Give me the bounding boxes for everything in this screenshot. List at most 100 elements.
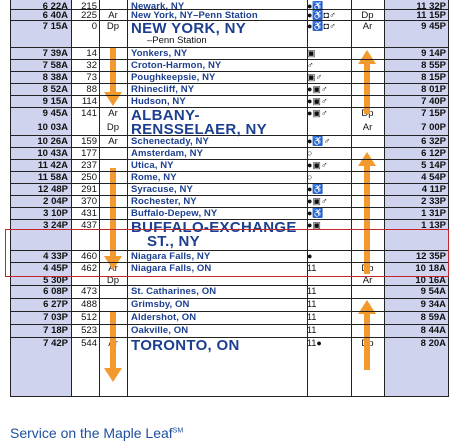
time-left-cell: 6 27P bbox=[43, 299, 68, 310]
time-left-cell: 11 42A bbox=[37, 160, 68, 171]
station-cell: Newark, NY bbox=[131, 1, 185, 12]
mile-cell: 488 bbox=[81, 299, 97, 310]
row-divider bbox=[11, 337, 448, 338]
time-left-cell: 5 30P bbox=[43, 275, 68, 286]
time-left-cell: 6 22A bbox=[42, 1, 68, 12]
ad-left-cell: Ar bbox=[108, 10, 118, 21]
station-cell: Hudson, NY bbox=[131, 96, 186, 107]
row-divider bbox=[11, 219, 448, 220]
service-mark: SM bbox=[172, 427, 184, 435]
row-divider bbox=[11, 324, 448, 325]
station-cell: TORONTO, ON bbox=[131, 337, 240, 354]
row-divider bbox=[11, 183, 448, 184]
svc-cell: ●▣♂ bbox=[307, 160, 328, 170]
mile-cell: 73 bbox=[86, 72, 97, 83]
station-subline: ST., NY bbox=[147, 233, 200, 250]
time-left-cell: 9 15A bbox=[42, 96, 68, 107]
right-time-column-band bbox=[384, 0, 448, 396]
station-cell: Grimsby, ON bbox=[131, 299, 190, 310]
time-left-cell: 11 58A bbox=[37, 172, 68, 183]
time-right-cell: 11 32P bbox=[416, 1, 446, 12]
mile-cell: 460 bbox=[81, 251, 97, 262]
svc-cell: 11 bbox=[307, 263, 317, 273]
mile-cell: 523 bbox=[81, 325, 97, 336]
mile-cell: 473 bbox=[81, 286, 97, 297]
time-right-cell: 6 32P bbox=[421, 136, 446, 147]
mile-cell: 462 bbox=[81, 263, 97, 274]
svc-cell: ●▣♂ bbox=[307, 108, 328, 118]
ad-left-cell: Dp bbox=[106, 275, 120, 286]
svc-cell: ●♿◘♂ bbox=[307, 21, 336, 31]
time-left-cell: 12 48P bbox=[37, 184, 68, 195]
svc-cell: 11 bbox=[307, 286, 317, 296]
station-cell: Rhinecliff, NY bbox=[131, 84, 195, 95]
divider bbox=[307, 0, 308, 396]
arrow-up-shaft bbox=[364, 166, 370, 274]
row-divider bbox=[11, 71, 448, 72]
station-cell: Niagara Falls, ON bbox=[131, 263, 212, 274]
arrow-up-shaft bbox=[364, 64, 370, 114]
time-left-cell: 7 58A bbox=[42, 60, 68, 71]
section-caption: Service on the Maple LeafSM bbox=[10, 425, 183, 441]
time-right-cell: 1 31P bbox=[421, 208, 446, 219]
station-cell: New York, NY–Penn Station bbox=[131, 10, 258, 21]
time-left-cell: 10 03A bbox=[37, 122, 68, 133]
station-cell: Aldershot, ON bbox=[131, 312, 197, 323]
svc-cell: ● bbox=[307, 251, 313, 261]
svc-cell: ●♿◘♂ bbox=[307, 10, 336, 20]
row-divider bbox=[11, 135, 448, 136]
svc-cell: ●▣♂ bbox=[307, 196, 328, 206]
time-left-cell: 3 24P bbox=[43, 220, 68, 231]
time-left-cell: 3 10P bbox=[43, 208, 68, 219]
row-divider bbox=[11, 83, 448, 84]
mile-cell: 159 bbox=[81, 136, 97, 147]
station-cell: Yonkers, NY bbox=[131, 48, 188, 59]
caption-text: Service on the Maple Leaf bbox=[10, 425, 173, 441]
time-left-cell: 6 08P bbox=[43, 286, 68, 297]
highlight-box-buffalo bbox=[5, 229, 449, 277]
ad-right-cell: Dp bbox=[361, 10, 374, 21]
time-right-cell: 7 15P bbox=[421, 108, 446, 119]
time-right-cell: 9 34A bbox=[420, 299, 446, 310]
station-cell: Schenectady, NY bbox=[131, 136, 209, 147]
mile-cell: 14 bbox=[86, 48, 97, 59]
mile-cell: 512 bbox=[81, 312, 97, 323]
svc-cell: 11 bbox=[307, 312, 317, 322]
time-left-cell: 7 03P bbox=[43, 312, 68, 323]
divider bbox=[71, 0, 72, 396]
station-cell: Syracuse, NY bbox=[131, 184, 193, 195]
time-right-cell: 9 14P bbox=[421, 48, 446, 59]
row-divider bbox=[11, 171, 448, 172]
arrow-down-shaft bbox=[110, 312, 116, 370]
station-cell: RENSSELAER, NY bbox=[131, 121, 267, 138]
time-left-cell: 6 40A bbox=[42, 10, 68, 21]
time-left-cell: 4 45P bbox=[43, 263, 68, 274]
time-right-cell: 8 59A bbox=[420, 312, 446, 323]
mile-cell: 141 bbox=[81, 108, 97, 119]
divider bbox=[127, 0, 128, 396]
mile-cell: 437 bbox=[81, 220, 97, 231]
time-right-cell: 10 18A bbox=[415, 263, 446, 274]
mile-cell: 291 bbox=[81, 184, 97, 195]
time-right-cell: 7 00P bbox=[421, 122, 446, 133]
arrow-up-shaft bbox=[364, 314, 370, 370]
ad-right-cell: Ar bbox=[362, 122, 373, 133]
svc-cell: 11 bbox=[307, 325, 317, 335]
svc-cell: ♂ bbox=[307, 60, 314, 70]
time-right-cell: 10 16A bbox=[415, 275, 446, 286]
time-right-cell: 6 12P bbox=[421, 148, 446, 159]
time-right-cell: 9 45P bbox=[421, 21, 446, 32]
time-right-cell: 5 14P bbox=[421, 160, 446, 171]
divider bbox=[99, 0, 100, 396]
station-cell: St. Catharines, ON bbox=[131, 286, 217, 297]
station-subline: –Penn Station bbox=[147, 35, 207, 46]
station-cell: Rochester, NY bbox=[131, 196, 197, 207]
time-right-cell: 4 11P bbox=[421, 184, 446, 195]
row-divider bbox=[11, 95, 448, 96]
arrow-up-head bbox=[358, 300, 376, 314]
svc-cell: ▣♂ bbox=[307, 72, 323, 82]
station-cell: Amsterdam, NY bbox=[131, 148, 204, 159]
time-left-cell: 7 15A bbox=[42, 21, 68, 32]
mile-cell: 88 bbox=[86, 84, 97, 95]
ad-left-cell: Ar bbox=[108, 108, 118, 119]
